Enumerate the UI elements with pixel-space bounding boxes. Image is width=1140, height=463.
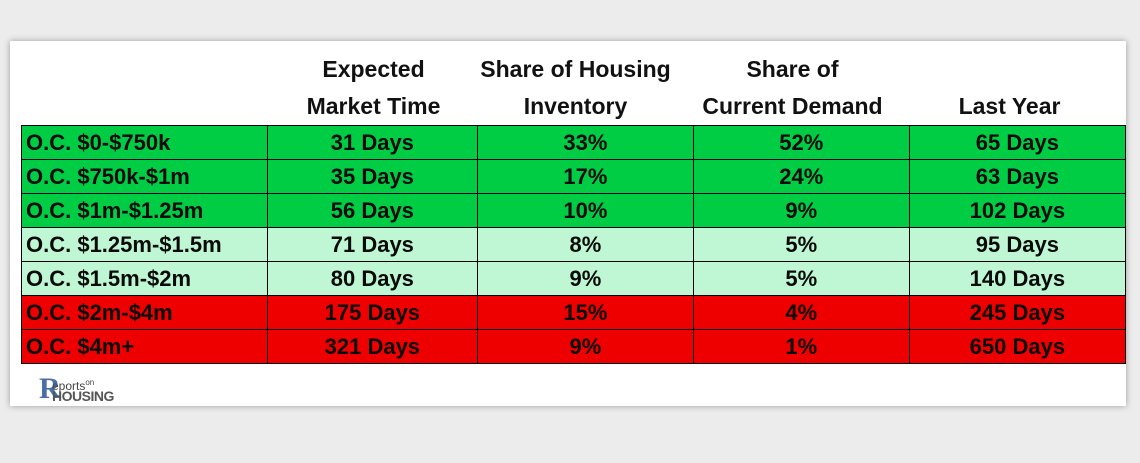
table-row: O.C. $4m+ 321 Days 9% 1% 650 Days (21, 329, 1127, 364)
last-year-cell: 65 Days (908, 125, 1127, 160)
table-row: O.C. $1.5m-$2m 80 Days 9% 5% 140 Days (21, 261, 1127, 296)
price-range-cell: O.C. $2m-$4m (21, 295, 268, 330)
header-market-time: Expected Market Time (306, 56, 441, 119)
logo-initial: R (39, 372, 61, 405)
demand-share-cell: 4% (692, 295, 910, 330)
market-time-cell: 31 Days (266, 125, 478, 160)
inventory-share-cell: 8% (476, 227, 694, 262)
header-inventory-share: Share of Housing Inventory (480, 56, 671, 119)
price-range-cell: O.C. $750k-$1m (21, 159, 268, 194)
table-header: Expected Market Time Share of Housing In… (10, 41, 1126, 125)
demand-share-cell: 5% (692, 261, 910, 296)
market-time-cell: 321 Days (266, 329, 478, 364)
table-row: O.C. $1.25m-$1.5m 71 Days 8% 5% 95 Days (21, 227, 1127, 262)
inventory-share-cell: 9% (476, 329, 694, 364)
table-row: O.C. $1m-$1.25m 56 Days 10% 9% 102 Days (21, 193, 1127, 228)
table-row: O.C. $750k-$1m 35 Days 17% 24% 63 Days (21, 159, 1127, 194)
price-range-cell: O.C. $1.5m-$2m (21, 261, 268, 296)
market-time-table: O.C. $0-$750k 31 Days 33% 52% 65 Days O.C. $7… (21, 125, 1127, 364)
inventory-share-cell: 33% (476, 125, 694, 160)
demand-share-cell: 5% (692, 227, 910, 262)
demand-share-cell: 1% (692, 329, 910, 364)
market-time-cell: 175 Days (266, 295, 478, 330)
table-row: O.C. $2m-$4m 175 Days 15% 4% 245 Days (21, 295, 1127, 330)
reports-on-housing-logo: R eportson HOUSING (39, 374, 139, 406)
header-last-year: Last Year (958, 93, 1061, 119)
table-row: O.C. $0-$750k 31 Days 33% 52% 65 Days (21, 125, 1127, 160)
market-time-cell: 56 Days (266, 193, 478, 228)
demand-share-cell: 24% (692, 159, 910, 194)
inventory-share-cell: 15% (476, 295, 694, 330)
last-year-cell: 650 Days (908, 329, 1127, 364)
demand-share-cell: 9% (692, 193, 910, 228)
price-range-cell: O.C. $4m+ (21, 329, 268, 364)
inventory-share-cell: 10% (476, 193, 694, 228)
last-year-cell: 102 Days (908, 193, 1127, 228)
price-range-cell: O.C. $1.25m-$1.5m (21, 227, 268, 262)
demand-share-cell: 52% (692, 125, 910, 160)
header-demand-share: Share of Current Demand (702, 56, 883, 119)
logo-word-reports: eports (52, 379, 86, 393)
last-year-cell: 63 Days (908, 159, 1127, 194)
inventory-share-cell: 9% (476, 261, 694, 296)
logo-line-2: HOUSING (52, 388, 114, 404)
market-time-cell: 71 Days (266, 227, 478, 262)
logo-line-1: eportson (52, 377, 94, 392)
inventory-share-cell: 17% (476, 159, 694, 194)
market-time-cell: 80 Days (266, 261, 478, 296)
market-time-cell: 35 Days (266, 159, 478, 194)
price-range-cell: O.C. $0-$750k (21, 125, 268, 160)
price-range-cell: O.C. $1m-$1.25m (21, 193, 268, 228)
last-year-cell: 140 Days (908, 261, 1127, 296)
last-year-cell: 95 Days (908, 227, 1127, 262)
table-card: Expected Market Time Share of Housing In… (10, 41, 1127, 406)
logo-word-on: on (85, 378, 95, 387)
last-year-cell: 245 Days (908, 295, 1127, 330)
